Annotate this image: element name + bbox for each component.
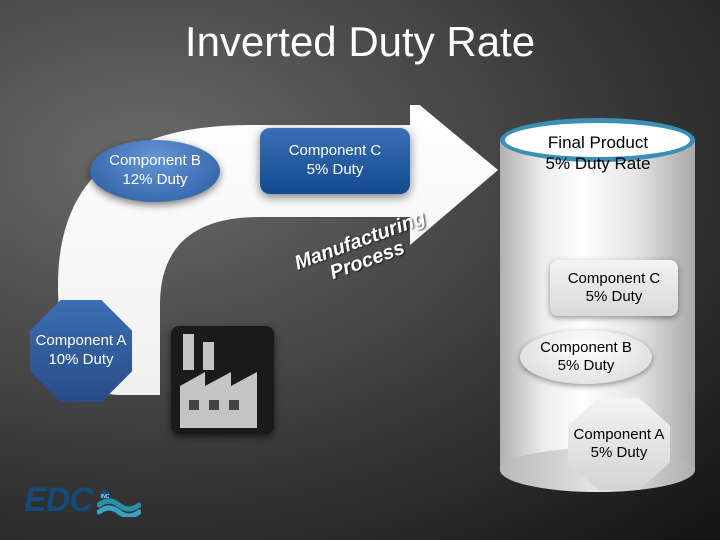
component-c-duty: 5% Duty — [307, 161, 364, 180]
component-a-duty: 10% Duty — [48, 351, 113, 370]
component-b-duty: 12% Duty — [122, 171, 187, 190]
component-b-input: Component B 12% Duty — [90, 140, 220, 202]
output-c-name: Component C — [568, 270, 661, 288]
output-b-name: Component B — [540, 339, 632, 357]
component-c-input: Component C 5% Duty — [260, 128, 410, 194]
component-a-name: Component A — [36, 332, 127, 351]
output-component-c: Component C 5% Duty — [550, 260, 678, 316]
brand-logo: EDC INC — [24, 481, 141, 520]
page-title: Inverted Duty Rate — [0, 18, 720, 66]
factory-icon — [165, 320, 280, 440]
output-c-duty: 5% Duty — [586, 288, 643, 306]
final-product-label: Final Product 5% Duty Rate — [512, 132, 684, 175]
output-b-duty: 5% Duty — [558, 357, 615, 375]
final-rate: 5% Duty Rate — [512, 153, 684, 174]
component-b-name: Component B — [109, 152, 201, 171]
output-component-b: Component B 5% Duty — [520, 330, 652, 384]
logo-wave-icon: INC — [97, 485, 141, 517]
component-c-name: Component C — [289, 142, 382, 161]
logo-text: EDC — [24, 481, 93, 520]
output-a-name: Component A — [574, 426, 665, 444]
output-a-duty: 5% Duty — [591, 444, 648, 462]
final-title: Final Product — [512, 132, 684, 153]
